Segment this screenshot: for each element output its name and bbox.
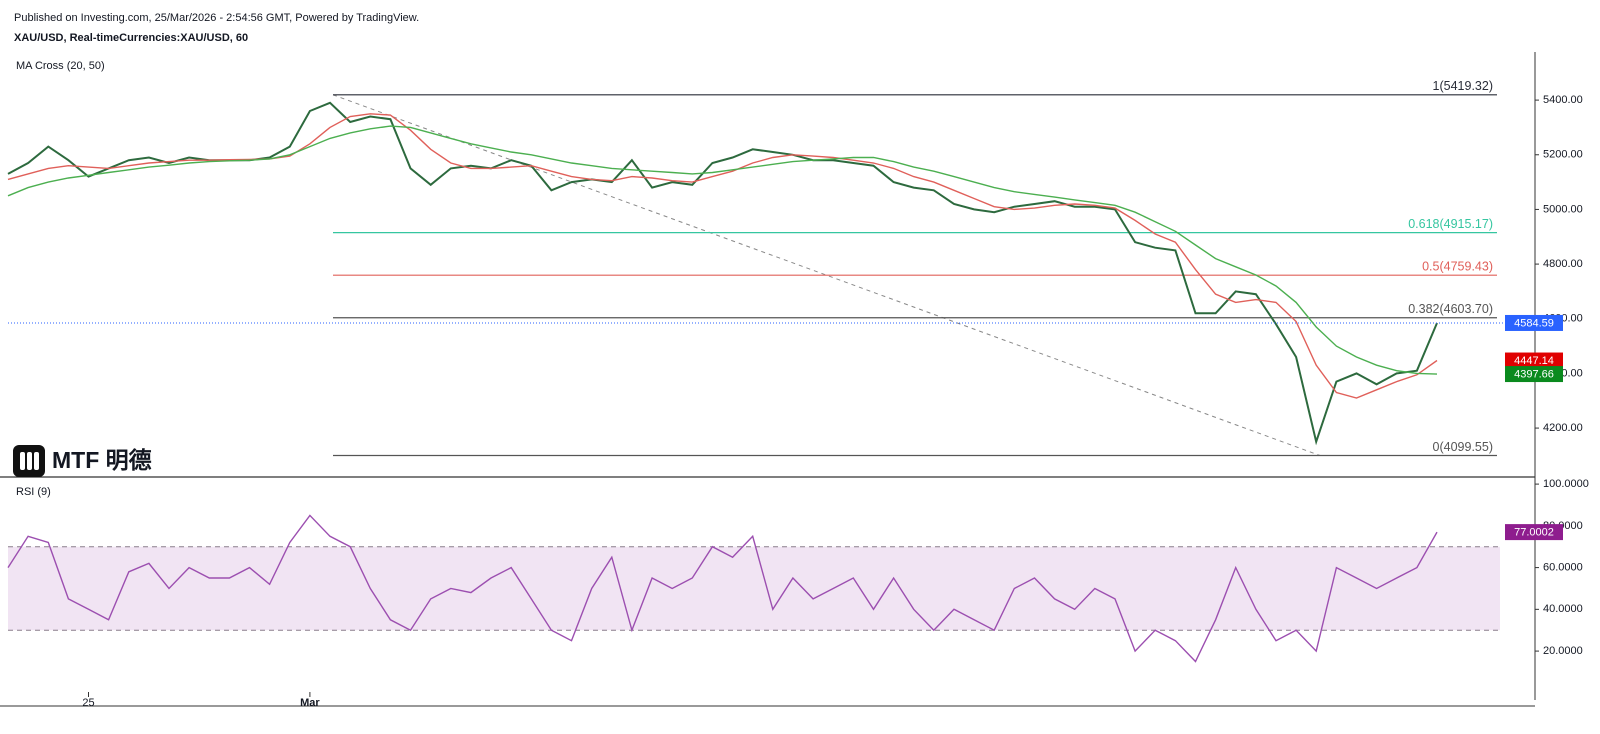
- fib-label: 0(4099.55): [1433, 440, 1493, 454]
- fib-label: 0.5(4759.43): [1422, 259, 1493, 273]
- logo-icon-part: [20, 452, 25, 470]
- y-tick-label: 20.0000: [1543, 645, 1583, 657]
- symbol-title: XAU/USD, Real-timeCurrencies:XAU/USD, 60: [14, 32, 248, 44]
- last-value-box: [1505, 524, 1563, 541]
- y-tick-label: 5400.00: [1543, 94, 1583, 106]
- plot-layer: 4200.004400.004600.004800.005000.005200.…: [7, 79, 1589, 709]
- fib-label: 0.618(4915.17): [1408, 217, 1493, 231]
- last-value-label: 4584.59: [1514, 317, 1554, 329]
- logo-icon-part: [34, 452, 39, 470]
- indicator-label: MA Cross (20, 50): [16, 60, 105, 72]
- y-tick-label: 60.0000: [1543, 561, 1583, 573]
- y-tick-label: 4200.00: [1543, 422, 1583, 434]
- last-value-box: [1505, 366, 1563, 383]
- series-line: [7, 113, 1438, 399]
- fib-trend-line: [332, 94, 1321, 457]
- fib-label: 0.382(4603.70): [1408, 302, 1493, 316]
- x-tick-label: Mar: [300, 697, 320, 709]
- y-tick-label: 5200.00: [1543, 149, 1583, 161]
- logo-icon-part: [27, 452, 32, 470]
- series-line: [7, 125, 1438, 375]
- y-tick-label: 40.0000: [1543, 603, 1583, 615]
- last-value-box: [1505, 352, 1563, 369]
- publisher-note: Published on Investing.com, 25/Mar/2026 …: [14, 12, 419, 24]
- fib-label: 1(5419.32): [1433, 79, 1493, 93]
- rsi-band: [8, 546, 1500, 631]
- y-tick-label: 100.0000: [1543, 478, 1589, 490]
- last-value-box: [1505, 314, 1563, 331]
- last-value-label: 4397.66: [1514, 368, 1554, 380]
- rsi-title: RSI (9): [16, 486, 51, 498]
- series-line: [7, 514, 1438, 663]
- y-tick-label: 5000.00: [1543, 203, 1583, 215]
- last-value-label: 4447.14: [1514, 355, 1554, 367]
- logo-text: MTF 明德: [52, 447, 152, 473]
- last-value-label: 77.0002: [1514, 527, 1554, 539]
- y-tick-label: 4800.00: [1543, 258, 1583, 270]
- x-tick-label: 25: [82, 697, 94, 709]
